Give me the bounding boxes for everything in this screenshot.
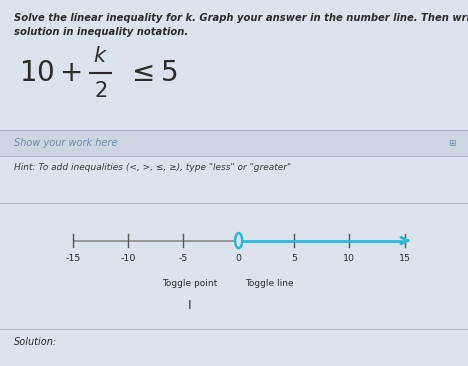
Text: ⊞: ⊞ [448,139,455,147]
Text: Solution:: Solution: [14,337,57,347]
Text: -15: -15 [65,254,80,263]
Text: Hint: To add inequalities (<, >, ≤, ≥), type "less" or "greater": Hint: To add inequalities (<, >, ≤, ≥), … [14,163,291,172]
Text: $2$: $2$ [94,81,107,101]
Text: $\leq 5$: $\leq 5$ [126,59,178,87]
Text: solution in inequality notation.: solution in inequality notation. [14,27,188,37]
Circle shape [235,233,242,248]
Text: $10 +$: $10 +$ [19,59,82,87]
Text: I: I [188,299,191,312]
Text: Show your work here: Show your work here [14,138,117,148]
Text: 10: 10 [344,254,355,263]
Text: 15: 15 [399,254,410,263]
Text: Toggle point: Toggle point [162,279,217,288]
FancyBboxPatch shape [0,131,468,156]
Text: Solve the linear inequality for k. Graph your answer in the number line. Then wr: Solve the linear inequality for k. Graph… [14,13,468,23]
Text: -10: -10 [120,254,136,263]
Text: Toggle line: Toggle line [245,279,293,288]
Text: $k$: $k$ [93,46,108,66]
Text: -5: -5 [179,254,188,263]
Text: 5: 5 [291,254,297,263]
Text: 0: 0 [236,254,241,263]
